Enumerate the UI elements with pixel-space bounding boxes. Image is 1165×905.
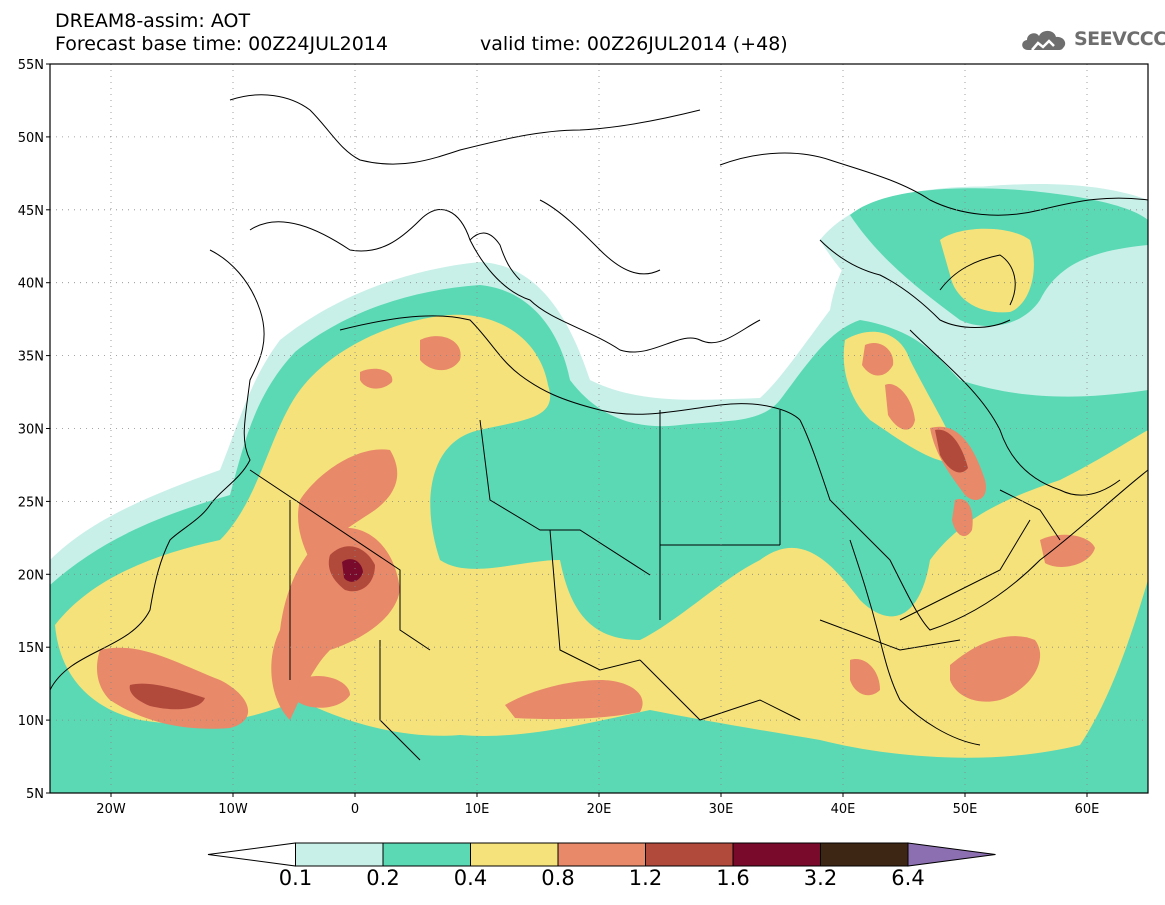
valid-time: valid time: 00Z26JUL2014 (+48): [480, 33, 788, 55]
lon-tick-label: 50E: [953, 802, 978, 817]
colorbar-label: 3.2: [803, 866, 838, 890]
aot-contour-1.6: [342, 559, 363, 582]
logo-text: SEEVCCC: [1074, 28, 1165, 50]
lat-tick-label: 15N: [18, 641, 44, 656]
lon-tick-label: 60E: [1075, 802, 1100, 817]
lon-axis: 20W 10W 0 10E 20E 30E 40E 50E 60E: [96, 793, 1099, 817]
lon-tick-label: 0: [351, 802, 359, 817]
lat-tick-label: 5N: [26, 787, 44, 802]
lat-tick-label: 35N: [18, 350, 44, 365]
colorbar-label: 0.1: [278, 866, 313, 890]
lon-tick-label: 20W: [96, 802, 126, 817]
colorbar-label: 0.8: [541, 866, 575, 890]
lon-tick-label: 20E: [587, 802, 612, 817]
colorbar-label: 0.4: [453, 866, 488, 890]
colorbar-label: 6.4: [891, 866, 925, 890]
lon-tick-label: 10W: [218, 802, 248, 817]
lon-tick-label: 30E: [709, 802, 734, 817]
lat-tick-label: 50N: [18, 131, 44, 146]
map-title: DREAM8-assim: AOT: [55, 10, 251, 32]
colorbar-box: [295, 842, 384, 867]
lat-tick-label: 40N: [18, 277, 44, 292]
lat-tick-label: 30N: [18, 423, 44, 438]
coastlines: [50, 94, 1148, 761]
lat-tick-label: 45N: [18, 204, 44, 219]
colorbar-label: 1.6: [716, 866, 750, 890]
colorbar-box: [382, 842, 471, 867]
forecast-base-time: Forecast base time: 00Z24JUL2014: [55, 33, 388, 55]
lat-tick-label: 10N: [18, 714, 44, 729]
colorbar-under-arrow: [207, 842, 296, 867]
colorbar-label: 1.2: [628, 866, 663, 890]
lat-axis: 55N 50N 45N 40N 35N 30N 25N 20N 15N 10N 5N: [18, 58, 50, 802]
colorbar-box: [557, 842, 646, 867]
colorbar-box: [645, 842, 734, 867]
colorbar-box: [820, 842, 909, 867]
seevccc-logo: SEEVCCC: [1018, 24, 1165, 56]
lat-tick-label: 25N: [18, 495, 44, 510]
colorbar-label: 0.2: [366, 866, 400, 890]
lon-tick-label: 40E: [831, 802, 856, 817]
colorbar-box: [732, 842, 821, 867]
cloud-icon: [1022, 30, 1066, 51]
lat-tick-label: 20N: [18, 568, 44, 583]
lon-tick-label: 10E: [465, 802, 490, 817]
lat-tick-label: 55N: [18, 58, 44, 73]
colorbar-box: [470, 842, 559, 867]
colorbar-over-arrow: [907, 842, 996, 867]
